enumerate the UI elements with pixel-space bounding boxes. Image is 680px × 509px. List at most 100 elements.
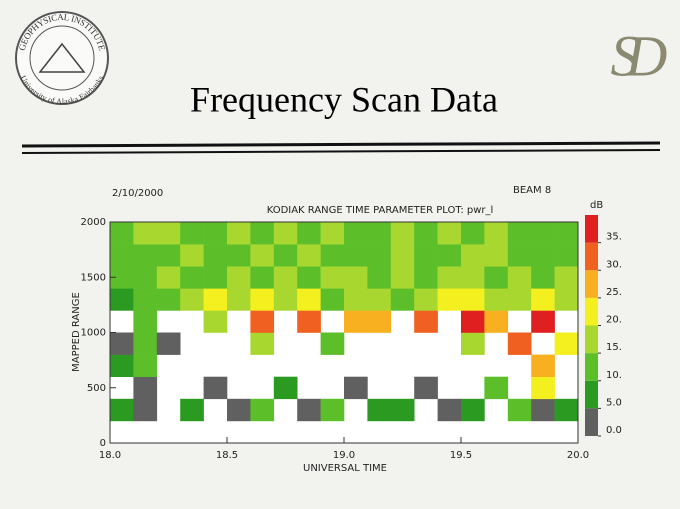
cell (227, 244, 251, 267)
cell (414, 244, 438, 267)
colorbar-segment (585, 270, 598, 298)
colorbar-tick-label: 15. (606, 342, 622, 353)
cell (320, 398, 345, 422)
cell (320, 244, 345, 267)
beam: BEAM 8 (513, 185, 551, 196)
slide-title: Frequency Scan Data (190, 79, 498, 119)
plot: 2/10/2000 BEAM 8 KODIAK RANGE TIME PARAM… (71, 185, 603, 474)
rule (21, 141, 661, 148)
cell (461, 266, 485, 289)
logo-inner (29, 25, 95, 91)
cell (250, 244, 275, 267)
cell (461, 398, 485, 422)
cell (133, 332, 158, 355)
cell (110, 244, 134, 267)
cell (110, 332, 134, 355)
cell (390, 266, 415, 289)
cell (320, 266, 345, 289)
cell (180, 222, 204, 245)
x-tick-label: 18.0 (99, 450, 121, 461)
y-tick-label: 500 (87, 383, 106, 394)
chart-title: KODIAK RANGE TIME PARAMETER PLOT: pwr_l (267, 205, 494, 216)
cell (250, 288, 275, 311)
cell (110, 222, 134, 245)
colorbar-segment (585, 380, 598, 409)
cell (554, 288, 579, 311)
cell (297, 398, 321, 422)
cell (250, 266, 275, 289)
cell (203, 310, 228, 333)
cell (273, 244, 298, 267)
cell (484, 266, 509, 289)
cell (531, 288, 555, 311)
cell (297, 222, 321, 245)
cell (367, 288, 392, 311)
cell (297, 310, 321, 333)
cell (273, 222, 298, 245)
cell (437, 222, 462, 245)
cell (484, 244, 509, 267)
cell (461, 310, 485, 333)
cell (484, 288, 509, 311)
colorbar-tick-label: 5.0 (606, 397, 622, 408)
y-tick-label: 1000 (81, 328, 106, 339)
colorbar-segment (585, 297, 598, 326)
cell (203, 288, 228, 311)
cell (227, 266, 251, 289)
cell (133, 288, 158, 311)
cell (273, 266, 298, 289)
cell (554, 222, 579, 245)
colorbar-tick-label: 20. (606, 315, 622, 326)
cell (250, 332, 275, 355)
logo-drawing (38, 42, 86, 73)
cell (344, 244, 368, 267)
cell (367, 266, 392, 289)
cell (531, 222, 555, 245)
cell (531, 310, 555, 333)
cell (273, 376, 298, 400)
cell (227, 288, 251, 311)
cell (156, 266, 181, 289)
cell (180, 398, 204, 422)
cell (133, 244, 158, 267)
colorbar-tick-label: 10. (606, 370, 622, 381)
cell (344, 222, 368, 245)
cell (344, 376, 368, 400)
cell (156, 244, 181, 267)
cell (461, 244, 485, 267)
x-tick-label: 19.5 (450, 450, 472, 461)
cell (484, 376, 509, 400)
colorbar-tick-label: 0.0 (606, 425, 622, 436)
cell (227, 398, 251, 422)
cell (437, 398, 462, 422)
cell (180, 288, 204, 311)
cell (390, 288, 415, 311)
cell (297, 266, 321, 289)
colorbar-segment (585, 408, 598, 436)
cell (227, 222, 251, 245)
cell (133, 266, 158, 289)
colorbar-segment (585, 353, 598, 381)
cell (344, 310, 368, 333)
x-tick-label: 20.0 (567, 450, 589, 461)
cell (133, 376, 158, 400)
colorbar-tick-label: 25. (606, 287, 622, 298)
cell (414, 310, 438, 333)
cell (437, 244, 462, 267)
cell (531, 244, 555, 267)
cell (297, 244, 321, 267)
cell (437, 288, 462, 311)
cell (507, 266, 532, 289)
cell (414, 288, 438, 311)
cell (110, 266, 134, 289)
cell (461, 222, 485, 245)
plot-date: 2/10/2000 (112, 188, 163, 199)
cell (367, 244, 392, 267)
cell (531, 398, 555, 422)
cell (390, 398, 415, 422)
cell (297, 288, 321, 311)
x-tick-label: 19.0 (333, 450, 355, 461)
cell (390, 244, 415, 267)
cell (133, 310, 158, 333)
